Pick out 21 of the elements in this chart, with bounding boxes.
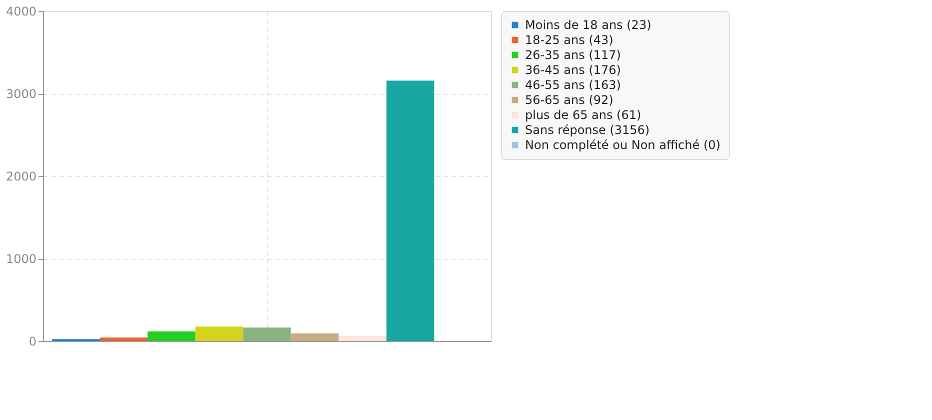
legend-label: Sans réponse (3156) — [525, 123, 650, 137]
y-tick-label: 0 — [28, 334, 36, 348]
bar — [338, 336, 386, 341]
legend-label: 46-55 ans (163) — [525, 78, 621, 92]
bar — [148, 331, 196, 341]
bar — [243, 328, 291, 341]
bar — [290, 333, 339, 341]
legend-label: 26-35 ans (117) — [525, 48, 621, 62]
bar — [386, 80, 434, 341]
y-tick-label: 4000 — [6, 4, 36, 18]
legend-label: plus de 65 ans (61) — [525, 108, 642, 122]
bar — [195, 326, 244, 341]
legend-label: 36-45 ans (176) — [525, 63, 621, 77]
legend-label: 18-25 ans (43) — [525, 33, 614, 47]
y-tick-label: 3000 — [6, 87, 36, 101]
bar — [100, 337, 148, 341]
legend-label: Non complété ou Non affiché (0) — [525, 138, 720, 152]
y-tick-label: 1000 — [6, 252, 36, 266]
y-tick-label: 2000 — [6, 170, 36, 184]
legend-label: 56-65 ans (92) — [525, 93, 614, 107]
legend-label: Moins de 18 ans (23) — [525, 18, 652, 32]
